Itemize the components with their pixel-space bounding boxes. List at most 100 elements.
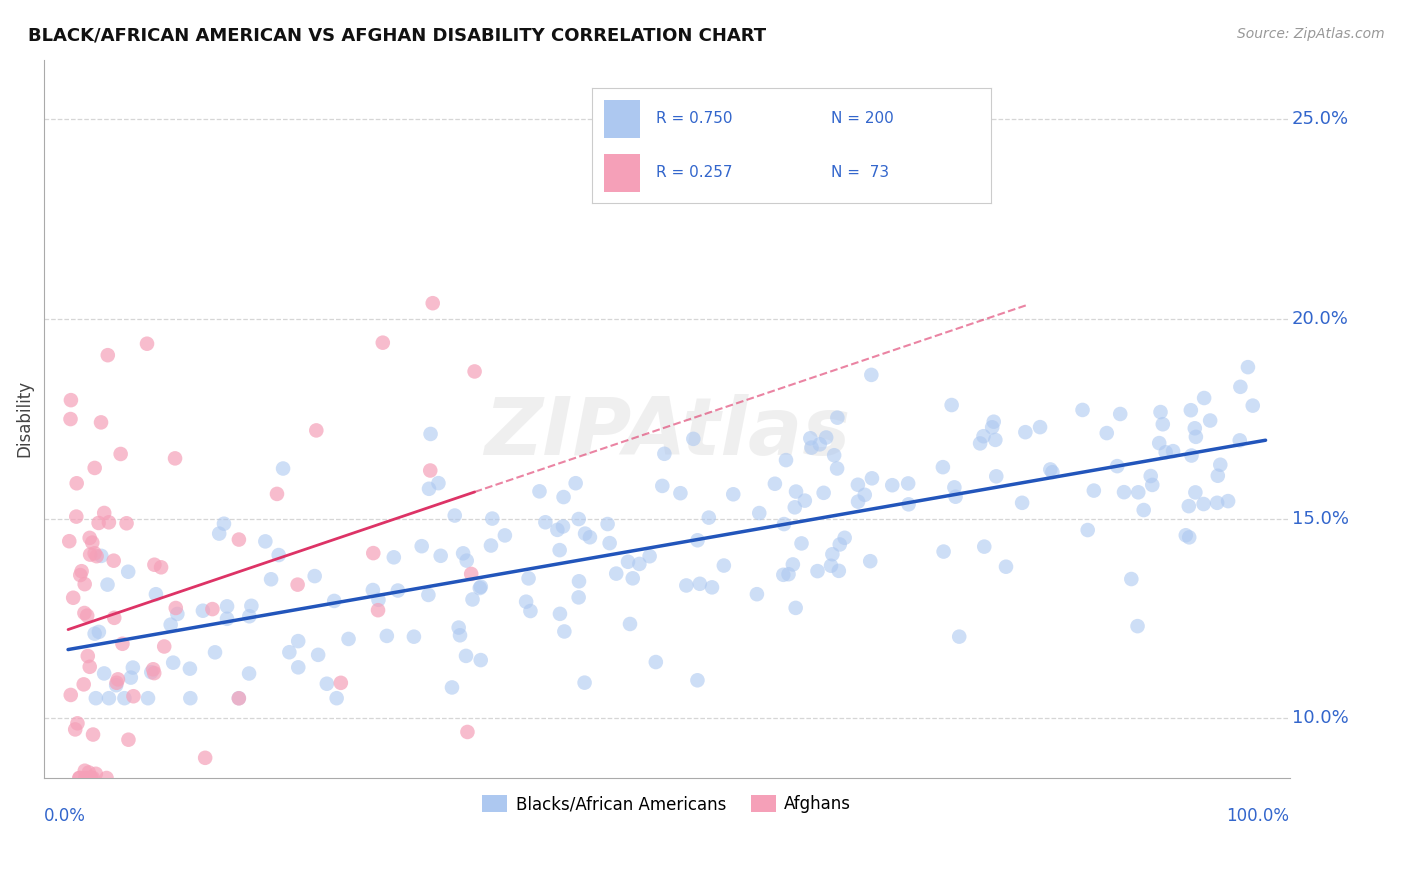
Point	[479, 539, 502, 553]
Point	[1039, 462, 1062, 476]
Point	[325, 691, 347, 706]
Point	[411, 539, 433, 553]
Point	[723, 487, 745, 501]
Point	[76, 648, 98, 663]
Point	[90, 416, 112, 430]
Point	[619, 617, 641, 632]
Point	[778, 567, 800, 582]
Point	[1095, 426, 1118, 441]
Point	[579, 530, 602, 544]
Point	[84, 766, 107, 780]
Point	[62, 591, 84, 605]
Point	[145, 587, 167, 601]
Point	[103, 554, 125, 568]
Point	[228, 533, 250, 547]
Point	[1152, 417, 1174, 432]
Point	[87, 624, 110, 639]
Point	[800, 441, 823, 455]
Point	[548, 543, 571, 558]
Point	[468, 581, 491, 595]
Point	[945, 490, 967, 504]
Point	[191, 604, 214, 618]
Point	[1109, 407, 1132, 421]
Point	[564, 476, 586, 491]
Point	[97, 691, 120, 706]
Point	[932, 460, 955, 475]
Point	[1029, 420, 1052, 434]
Point	[969, 436, 991, 450]
Point	[112, 691, 135, 706]
Point	[1107, 459, 1129, 474]
Point	[121, 660, 143, 674]
Point	[713, 558, 735, 573]
Point	[142, 662, 165, 676]
Point	[882, 478, 904, 492]
Point	[617, 555, 640, 569]
Point	[697, 510, 720, 524]
Point	[96, 771, 118, 785]
Point	[329, 676, 352, 690]
Point	[82, 535, 104, 549]
Point	[79, 531, 101, 545]
Point	[1121, 572, 1143, 586]
Point	[785, 484, 807, 499]
Point	[80, 771, 103, 785]
Point	[254, 534, 277, 549]
Point	[1241, 399, 1264, 413]
Point	[83, 546, 105, 560]
Point	[1042, 465, 1064, 479]
Point	[73, 577, 96, 591]
Point	[621, 571, 644, 585]
Point	[90, 549, 112, 563]
Point	[204, 645, 226, 659]
Point	[825, 461, 848, 475]
Point	[568, 512, 591, 526]
Point	[1126, 619, 1149, 633]
Point	[1161, 444, 1184, 458]
Point	[689, 576, 711, 591]
Point	[823, 448, 845, 462]
Point	[984, 433, 1007, 447]
Point	[201, 602, 224, 616]
Point	[821, 547, 844, 561]
Point	[1237, 360, 1260, 375]
Text: 0.0%: 0.0%	[44, 806, 86, 825]
Point	[932, 544, 955, 558]
Point	[97, 348, 120, 362]
Point	[553, 624, 575, 639]
Point	[305, 424, 328, 438]
Point	[1206, 468, 1229, 483]
Point	[79, 660, 101, 674]
Point	[1147, 436, 1170, 450]
Point	[367, 592, 389, 607]
Point	[73, 606, 96, 620]
Point	[553, 490, 575, 504]
Point	[568, 574, 591, 589]
Point	[568, 591, 591, 605]
Point	[418, 588, 440, 602]
Point	[402, 630, 425, 644]
Point	[208, 526, 231, 541]
Point	[941, 398, 963, 412]
Point	[828, 537, 851, 551]
Point	[69, 771, 91, 785]
Point	[1229, 434, 1251, 448]
Point	[1011, 496, 1033, 510]
Point	[783, 500, 806, 515]
Point	[179, 691, 201, 706]
Point	[449, 628, 471, 642]
Point	[215, 612, 238, 626]
Point	[67, 771, 90, 785]
Point	[551, 519, 574, 533]
Point	[143, 666, 166, 681]
Text: 10.0%: 10.0%	[1292, 709, 1348, 727]
Point	[1139, 469, 1161, 483]
Point	[460, 566, 482, 581]
Point	[120, 671, 142, 685]
Point	[97, 516, 120, 530]
Point	[103, 611, 125, 625]
Point	[73, 764, 96, 778]
Point	[304, 569, 326, 583]
Point	[82, 727, 104, 741]
Legend: Blacks/African Americans, Afghans: Blacks/African Americans, Afghans	[475, 789, 858, 820]
